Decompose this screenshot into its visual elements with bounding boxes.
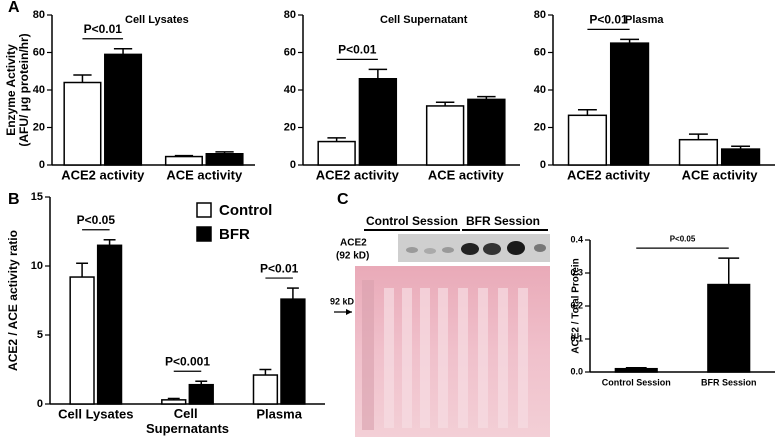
chart-title: Cell Lysates bbox=[125, 14, 189, 26]
annotation: P<0.01 bbox=[338, 43, 377, 57]
band-label: ACE2 bbox=[340, 238, 367, 249]
group-label: BFR Session bbox=[466, 214, 540, 228]
y-tick-label: 0.2 bbox=[570, 300, 583, 310]
y-tick-label: 0.0 bbox=[570, 366, 583, 376]
y-tick-label: 20 bbox=[534, 121, 546, 133]
annotation: P<0.01 bbox=[589, 13, 628, 27]
y-tick-label: 0.4 bbox=[570, 234, 583, 244]
bar bbox=[104, 53, 143, 166]
bar bbox=[164, 155, 203, 166]
y-tick-label: 40 bbox=[534, 84, 546, 96]
y-axis-label: (AFU/ μg protein/hr) bbox=[17, 33, 31, 146]
annotation: P<0.01 bbox=[260, 261, 299, 275]
y-tick-label: 0.3 bbox=[570, 267, 583, 277]
y-tick-label: 60 bbox=[284, 46, 296, 58]
bar bbox=[252, 374, 279, 405]
bar bbox=[69, 276, 95, 405]
bar bbox=[317, 140, 356, 166]
marker-label: 92 kD bbox=[330, 296, 355, 306]
panel-label: C bbox=[337, 191, 349, 208]
bar bbox=[467, 98, 506, 166]
bar bbox=[609, 42, 650, 166]
chart-title: Cell Supernatant bbox=[380, 14, 468, 26]
blot-strip bbox=[398, 234, 550, 262]
x-tick-label: ACE2 activity bbox=[61, 167, 145, 182]
marker-arrowhead bbox=[346, 309, 352, 315]
legend-label: BFR bbox=[219, 226, 250, 243]
annotation: P<0.05 bbox=[670, 234, 696, 243]
x-tick-label: ACE activity bbox=[166, 167, 243, 182]
band-label: (92 kD) bbox=[336, 251, 369, 262]
legend-swatch bbox=[196, 226, 212, 242]
y-tick-label: 15 bbox=[31, 191, 43, 203]
group-label: Control Session bbox=[366, 214, 458, 228]
y-axis-label: ACE2 / ACE activity ratio bbox=[6, 230, 20, 371]
bar bbox=[280, 298, 306, 405]
x-tick-label: BFR Session bbox=[701, 377, 757, 387]
y-tick-label: 40 bbox=[33, 84, 45, 96]
y-tick-label: 10 bbox=[31, 260, 43, 272]
annotation: P<0.05 bbox=[77, 213, 116, 227]
x-tick-label: Cell Lysates bbox=[58, 406, 133, 421]
bar bbox=[96, 244, 123, 405]
y-tick-label: 20 bbox=[284, 121, 296, 133]
y-tick-label: 60 bbox=[534, 46, 546, 58]
annotation: P<0.001 bbox=[165, 354, 210, 368]
bar bbox=[205, 153, 244, 166]
bar bbox=[678, 138, 719, 166]
y-tick-label: 0 bbox=[540, 159, 546, 171]
legend-swatch bbox=[196, 202, 212, 218]
bar bbox=[358, 78, 398, 166]
y-tick-label: 80 bbox=[534, 9, 546, 21]
y-tick-label: 80 bbox=[33, 9, 45, 21]
bar bbox=[188, 383, 214, 405]
y-tick-label: 40 bbox=[284, 84, 296, 96]
y-tick-label: 80 bbox=[284, 9, 296, 21]
x-tick-label: ACE2 activity bbox=[567, 167, 651, 182]
y-tick-label: 0 bbox=[39, 159, 45, 171]
stained-gel bbox=[355, 266, 550, 437]
bar bbox=[63, 81, 102, 166]
y-tick-label: 20 bbox=[33, 121, 45, 133]
x-tick-label: Plasma bbox=[256, 406, 302, 421]
y-tick-label: 0 bbox=[37, 398, 43, 410]
x-tick-label: ACE activity bbox=[428, 167, 505, 182]
annotation: P<0.01 bbox=[84, 22, 123, 36]
y-tick-label: 0 bbox=[290, 159, 296, 171]
bar bbox=[720, 148, 761, 166]
panel-label: B bbox=[8, 191, 20, 208]
x-tick-label: ACE2 activity bbox=[316, 167, 400, 182]
x-tick-label: Control Session bbox=[602, 377, 671, 387]
y-tick-label: 5 bbox=[37, 329, 43, 341]
y-axis-label: Enzyme Activity bbox=[4, 44, 18, 136]
legend-label: Control bbox=[219, 202, 272, 219]
bar bbox=[161, 399, 187, 405]
x-tick-label: ACE activity bbox=[682, 167, 759, 182]
chart-title: Plasma bbox=[625, 14, 664, 26]
bar bbox=[567, 114, 608, 166]
bar bbox=[614, 367, 658, 373]
y-axis-label: ACE2 / Total Protein bbox=[571, 258, 582, 353]
y-tick-label: 0.1 bbox=[570, 333, 583, 343]
x-tick-label: Cell Supernatants bbox=[146, 406, 229, 436]
bar bbox=[707, 283, 751, 373]
y-tick-label: 60 bbox=[33, 46, 45, 58]
bar bbox=[425, 105, 465, 166]
panel-label: A bbox=[8, 0, 20, 16]
